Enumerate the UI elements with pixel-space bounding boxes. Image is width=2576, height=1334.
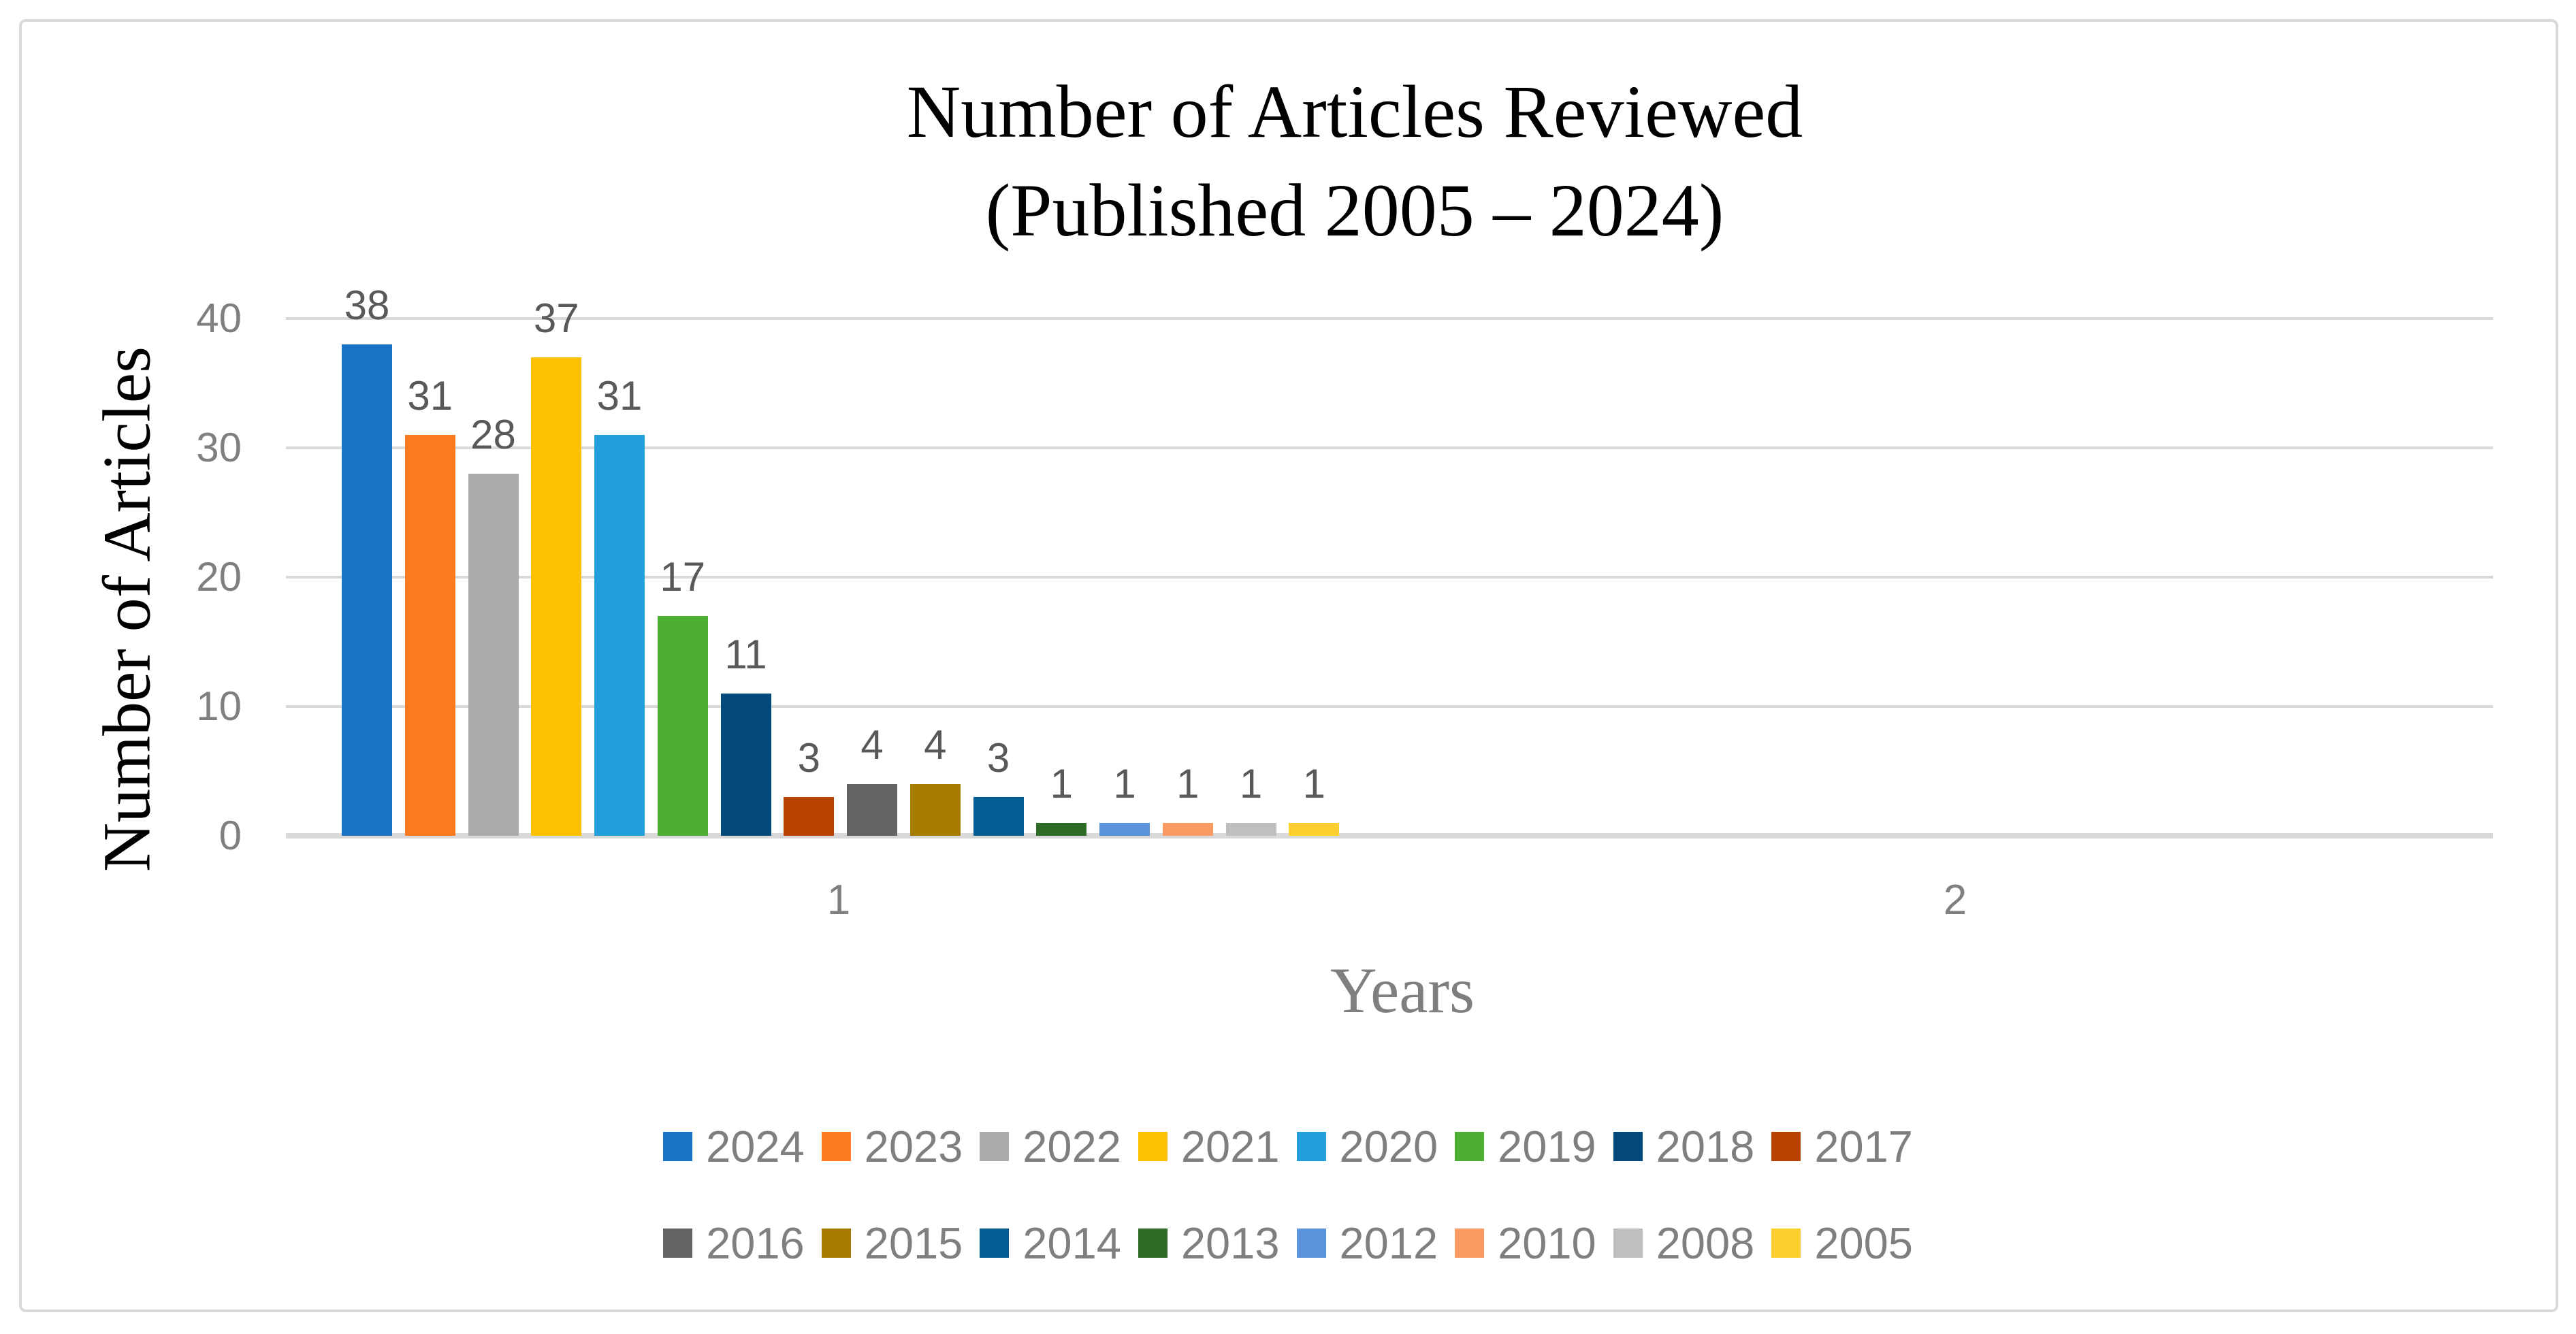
data-label-2017: 3 <box>797 735 820 781</box>
data-label-2019: 17 <box>660 554 706 600</box>
legend-row-1: 2024 2023 2022 2021 2020 2019 2018 2017 <box>0 1124 2576 1169</box>
legend-label-2022: 2022 <box>1023 1122 1121 1171</box>
bar-2014 <box>973 797 1024 836</box>
legend-swatch-icon-2013 <box>1138 1229 1168 1258</box>
legend-label-2010: 2010 <box>1498 1218 1596 1268</box>
legend-label-2014: 2014 <box>1023 1218 1121 1268</box>
legend-swatch-icon-2020 <box>1296 1132 1326 1161</box>
bar-2020 <box>594 435 645 836</box>
data-label-2023: 31 <box>407 373 453 419</box>
data-label-2024: 38 <box>344 282 390 328</box>
legend-label-2013: 2013 <box>1180 1218 1280 1268</box>
x-tick-label-2: 2 <box>1943 877 1967 924</box>
x-axis-baseline <box>286 833 2493 839</box>
bar-2023 <box>404 435 455 836</box>
data-label-2020: 31 <box>596 373 643 419</box>
y-tick-label-40: 40 <box>196 295 242 341</box>
legend-item-2013: 2013 <box>1138 1221 1280 1265</box>
y-tick-label-0: 0 <box>219 813 242 858</box>
legend-swatch-icon-2005 <box>1771 1229 1801 1258</box>
legend-label-2012: 2012 <box>1339 1218 1438 1268</box>
legend-label-2020: 2020 <box>1339 1122 1438 1171</box>
data-label-2021: 37 <box>533 295 579 341</box>
gridline-30 <box>286 446 2493 449</box>
legend-item-2005: 2005 <box>1771 1221 1913 1265</box>
bar-2024 <box>342 344 392 836</box>
legend-swatch-icon-2023 <box>821 1132 851 1161</box>
bar-2015 <box>909 784 961 836</box>
bar-2016 <box>847 784 897 836</box>
data-label-2022: 28 <box>470 412 516 457</box>
legend-swatch-icon-2017 <box>1771 1132 1801 1161</box>
legend-label-2023: 2023 <box>864 1122 963 1171</box>
legend-item-2022: 2022 <box>980 1124 1121 1169</box>
legend-item-2023: 2023 <box>821 1122 963 1171</box>
bar-2019 <box>657 616 708 836</box>
legend-label-2019: 2019 <box>1498 1122 1596 1171</box>
x-tick-label-1: 1 <box>826 877 851 924</box>
bar-2005 <box>1289 823 1340 836</box>
legend-item-2024: 2024 <box>663 1124 805 1169</box>
gridline-20 <box>286 576 2493 579</box>
bar-2013 <box>1036 823 1087 836</box>
legend-swatch-icon-2012 <box>1296 1229 1326 1258</box>
bar-2008 <box>1225 823 1276 836</box>
legend-label-2015: 2015 <box>864 1218 963 1268</box>
legend-item-2014: 2014 <box>980 1221 1121 1265</box>
chart-title-line-2: (Published 2005 – 2024) <box>985 169 1724 252</box>
data-label-2005: 1 <box>1302 761 1325 807</box>
data-label-2008: 1 <box>1239 761 1263 807</box>
legend-item-2019: 2019 <box>1455 1124 1596 1169</box>
chart-title-line-1: Number of Articles Reviewed <box>906 70 1803 153</box>
gridline-10 <box>286 705 2493 708</box>
y-tick-label-10: 10 <box>196 683 242 729</box>
legend-item-2010: 2010 <box>1455 1221 1596 1265</box>
bar-2017 <box>784 797 835 836</box>
legend-item-2018: 2018 <box>1613 1122 1755 1171</box>
y-tick-label-30: 30 <box>196 425 242 470</box>
data-label-2012: 1 <box>1113 761 1136 807</box>
x-axis-title: Years <box>1330 954 1475 1026</box>
legend-item-2016: 2016 <box>663 1221 805 1265</box>
legend-row-2: 2016 2015 2014 2013 2012 2010 2008 2005 <box>0 1221 2576 1265</box>
y-tick-label-20: 20 <box>196 554 242 600</box>
legend-item-2012: 2012 <box>1296 1218 1438 1268</box>
data-label-2016: 4 <box>860 722 884 768</box>
data-label-2013: 1 <box>1050 761 1073 807</box>
legend-swatch-icon-2018 <box>1613 1132 1643 1161</box>
legend-swatch-icon-2024 <box>663 1132 693 1161</box>
legend-item-2021: 2021 <box>1138 1124 1280 1169</box>
gridline-40 <box>286 317 2493 320</box>
legend-swatch-icon-2019 <box>1455 1132 1485 1161</box>
bar-2021 <box>531 357 582 836</box>
legend-swatch-icon-2022 <box>980 1132 1010 1161</box>
legend-label-2018: 2018 <box>1656 1122 1755 1171</box>
legend-swatch-icon-2010 <box>1455 1229 1485 1258</box>
legend-label-2005: 2005 <box>1814 1218 1913 1268</box>
bar-2012 <box>1099 823 1150 836</box>
legend-item-2015: 2015 <box>821 1218 963 1268</box>
legend-item-2020: 2020 <box>1296 1122 1438 1171</box>
legend-item-2017: 2017 <box>1771 1124 1913 1169</box>
bar-2018 <box>720 694 771 836</box>
data-label-2018: 11 <box>724 632 767 677</box>
legend-label-2008: 2008 <box>1656 1218 1755 1268</box>
legend-label-2024: 2024 <box>706 1122 805 1171</box>
bar-2022 <box>468 474 519 836</box>
legend-swatch-icon-2016 <box>663 1229 693 1258</box>
chart-title: Number of Articles Reviewed (Published 2… <box>907 63 1803 260</box>
legend-label-2016: 2016 <box>706 1218 805 1268</box>
data-label-2014: 3 <box>986 735 1010 781</box>
data-label-2015: 4 <box>924 722 947 768</box>
legend-swatch-icon-2021 <box>1138 1132 1168 1161</box>
legend-item-2008: 2008 <box>1613 1218 1755 1268</box>
legend-swatch-icon-2015 <box>821 1229 851 1258</box>
legend-swatch-icon-2008 <box>1613 1229 1643 1258</box>
legend-swatch-icon-2014 <box>980 1229 1010 1258</box>
legend-label-2017: 2017 <box>1814 1122 1913 1171</box>
bar-2010 <box>1162 823 1213 836</box>
legend-label-2021: 2021 <box>1180 1122 1280 1171</box>
data-label-2010: 1 <box>1176 761 1200 807</box>
